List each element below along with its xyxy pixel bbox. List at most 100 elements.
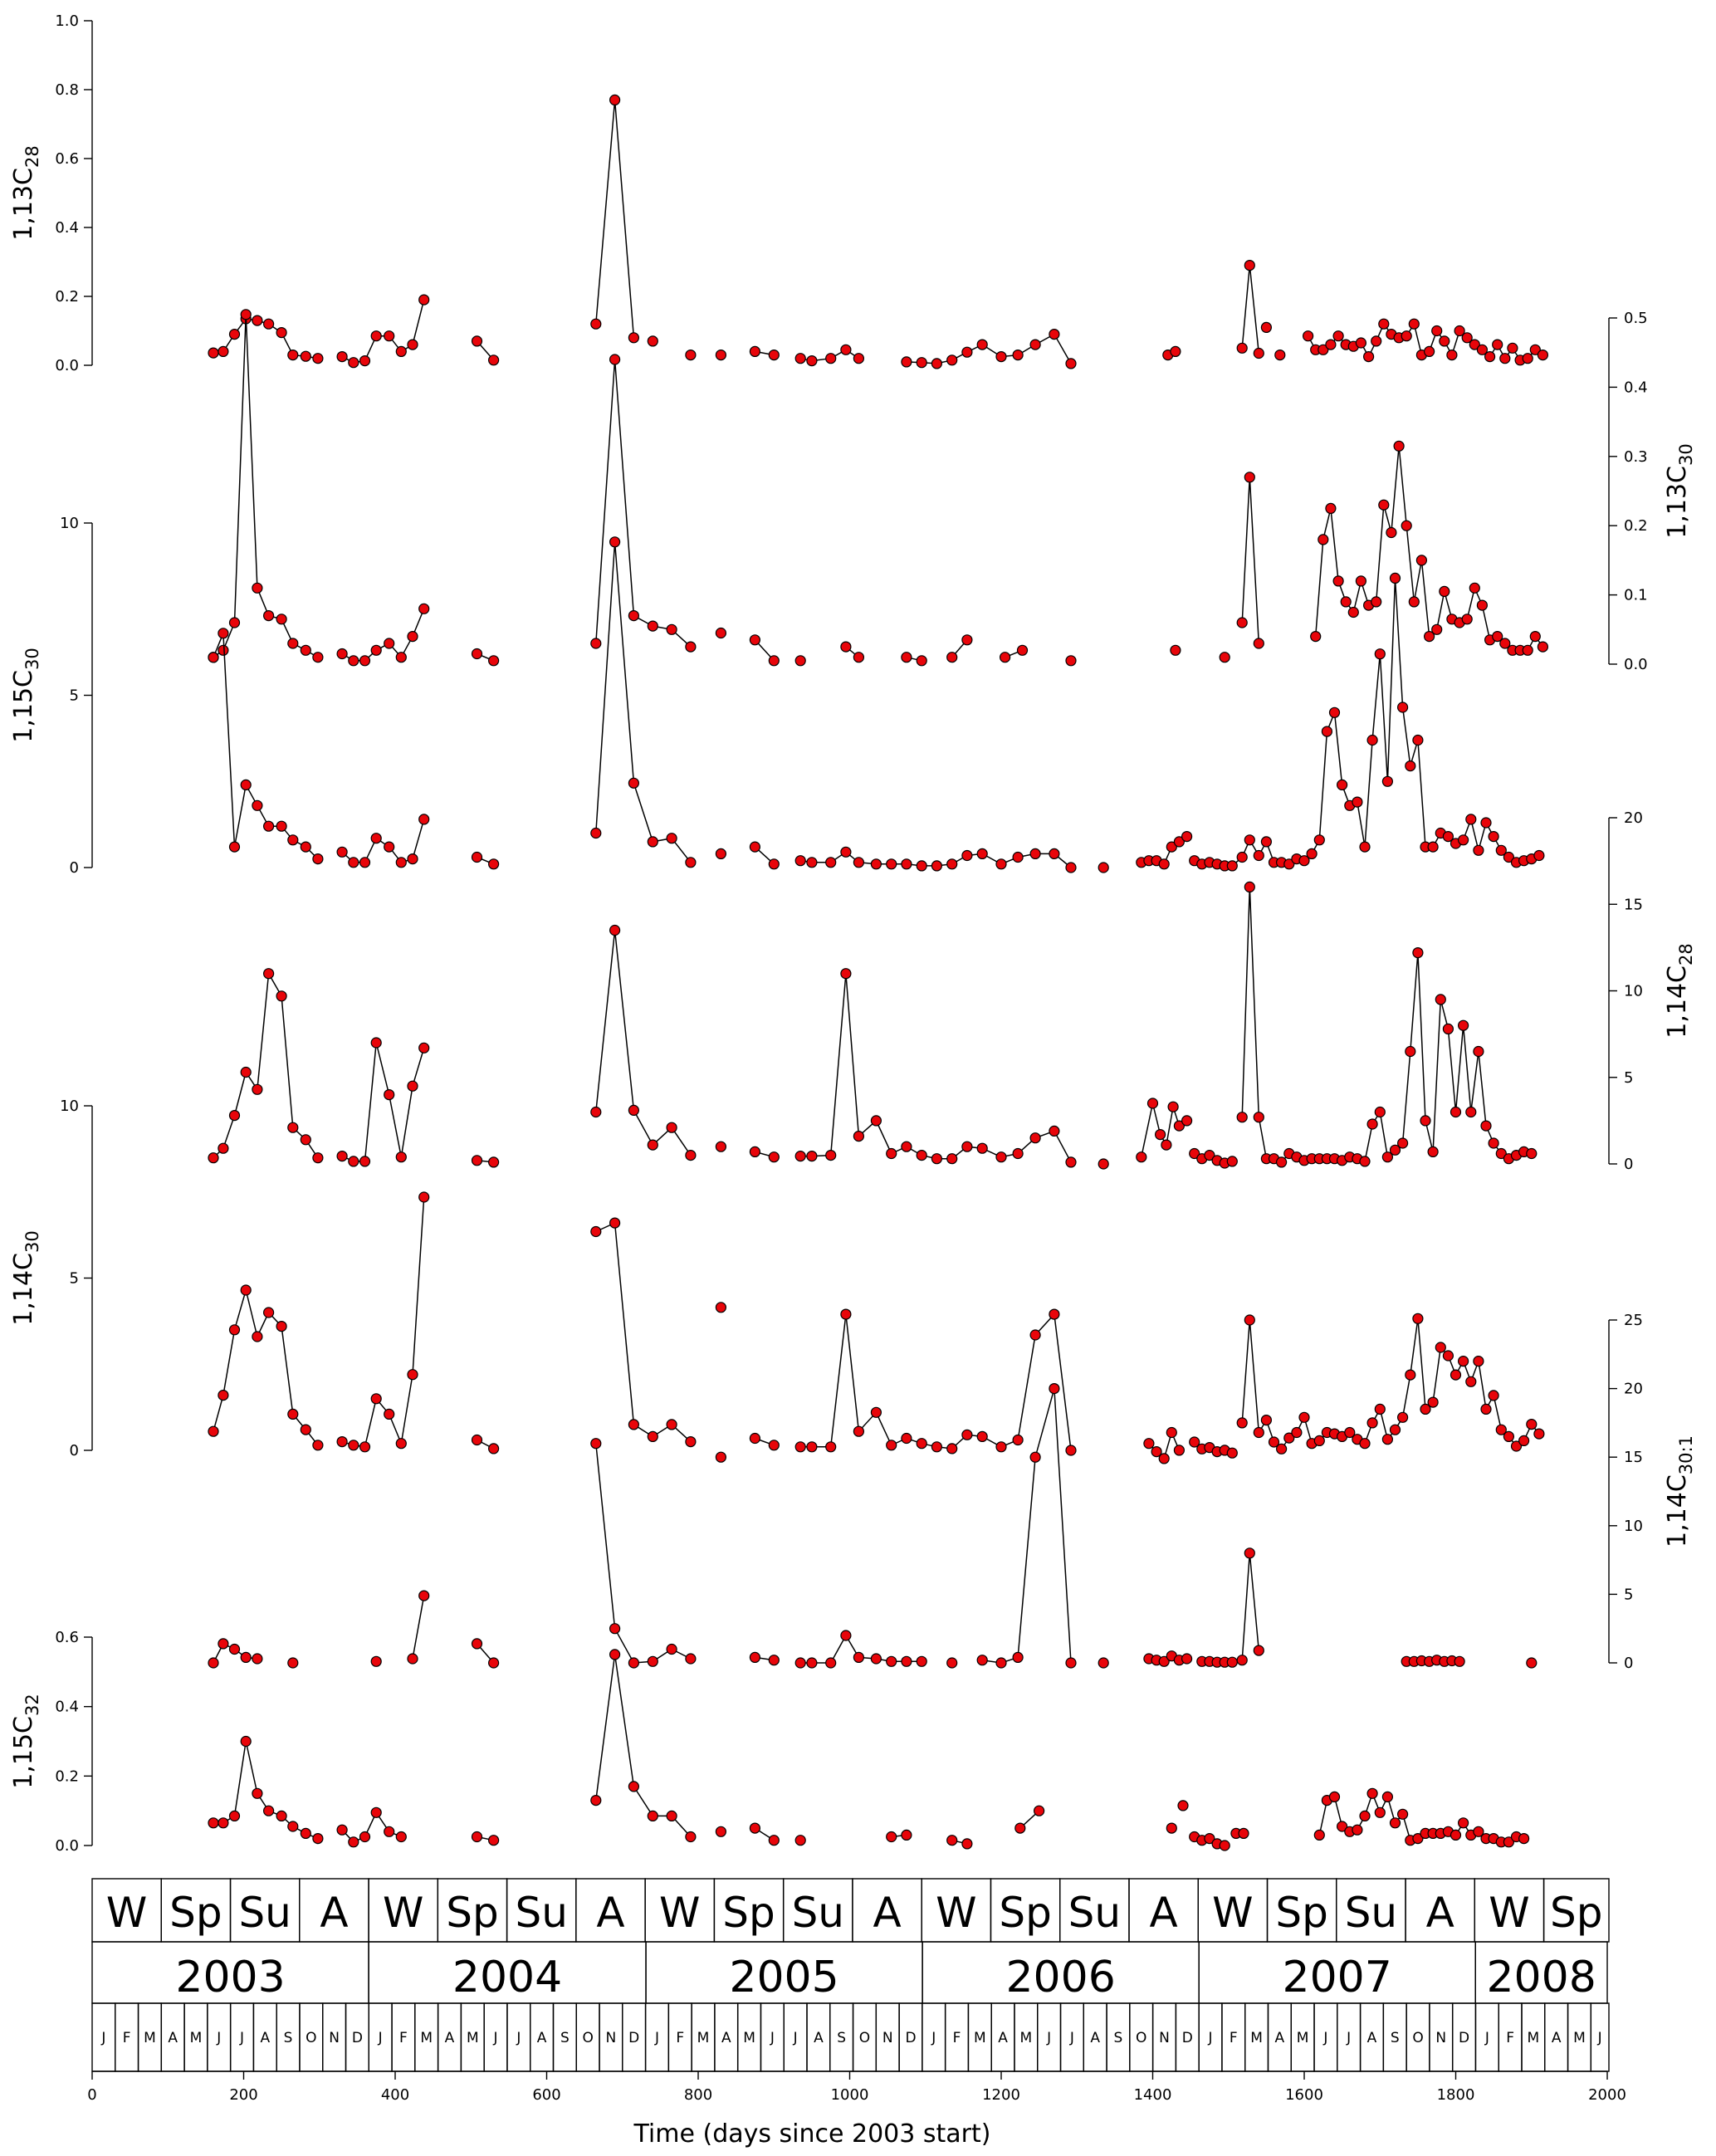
y-tick-label: 5 [1624,1069,1633,1087]
data-point [1166,1822,1177,1834]
data-point [1488,1137,1499,1149]
data-point [1177,1800,1189,1811]
data-point [208,1817,219,1829]
season-label: W [1489,1889,1529,1937]
data-point [916,1655,927,1667]
data-point [916,1438,927,1450]
data-point [1533,1428,1545,1440]
data-point [1529,344,1541,355]
data-point [1244,472,1255,483]
data-point [853,652,865,663]
data-point [715,1302,727,1313]
data-point [666,833,677,844]
data-point [407,630,418,643]
data-point [1503,1836,1515,1848]
data-point [1226,1156,1238,1167]
data-point [768,1655,780,1666]
data-point [218,345,229,357]
data-point [840,1630,852,1641]
data-point [901,1829,912,1841]
data-point [1465,1376,1477,1387]
data-point [1336,1821,1348,1832]
data-point [1431,623,1443,635]
data-point [208,347,219,359]
y-tick-label: 20 [1624,809,1643,827]
data-point [916,655,927,667]
data-point [976,1142,988,1154]
series-points [208,1313,1545,1669]
month-label: O [859,2030,870,2046]
data-point [901,1141,912,1152]
y-tick-label: 0.0 [55,357,79,374]
data-point [359,1441,371,1453]
data-point [1049,848,1060,860]
data-point [1393,440,1405,452]
data-point [1291,1426,1303,1439]
data-point [1173,836,1186,848]
data-point [1386,526,1397,539]
data-point [901,652,912,663]
data-point [287,1122,299,1133]
data-point [1029,1329,1041,1341]
data-point [1352,796,1363,808]
month-label: M [743,2030,755,2046]
data-point [1244,881,1255,893]
data-point [240,1735,252,1748]
data-point [946,652,958,663]
data-point [1454,325,1465,337]
data-point [1465,814,1477,825]
data-point [487,354,500,366]
season-label: Su [792,1889,844,1937]
data-point [1325,502,1337,515]
data-point [348,357,359,369]
data-point [240,779,252,791]
data-point [1495,1147,1507,1160]
data-point [768,655,780,667]
data-point [768,1835,780,1846]
month-label: D [628,2030,639,2046]
data-point [1275,1156,1288,1168]
data-point [1389,1817,1401,1829]
data-point [1401,520,1412,531]
y-tick-label: 0.2 [1624,517,1648,535]
data-point [300,1134,311,1146]
data-point [1522,644,1533,656]
data-point [1151,1445,1162,1458]
data-point [1065,1445,1077,1456]
data-point [1495,1424,1507,1435]
data-point [609,924,621,936]
data-point [208,1425,219,1437]
data-point [825,353,837,364]
data-point [276,1810,287,1821]
data-point [208,1152,219,1164]
data-point [1065,1156,1077,1168]
data-point [1167,1101,1179,1112]
data-point [1408,318,1420,330]
data-point [208,1657,219,1669]
month-label: A [445,2030,455,2046]
y-tick-label: 0.1 [1624,587,1648,604]
y-tick-label: 15 [1624,896,1643,913]
month-label: J [493,2030,498,2046]
data-point [666,1810,677,1821]
data-point [1253,638,1264,649]
y-tick-label: 1.0 [55,12,79,30]
data-point [1503,851,1515,863]
data-point [685,1435,697,1448]
season-label: Sp [722,1889,775,1937]
month-label: A [168,2030,178,2046]
data-point [1457,1817,1469,1829]
data-point [1374,648,1386,660]
data-point [995,351,1007,363]
data-point [1260,836,1273,848]
data-point [407,339,418,350]
data-point [471,648,483,660]
month-label: F [1230,2030,1238,2046]
data-point [359,355,371,367]
data-point [384,638,395,649]
data-point [336,1150,348,1162]
data-point [628,1104,640,1117]
data-point [1173,1445,1186,1456]
data-point [359,655,371,667]
data-point [1473,1355,1484,1367]
